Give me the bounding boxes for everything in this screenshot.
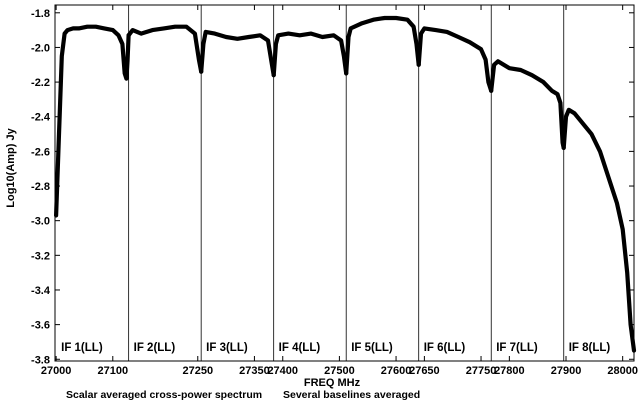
y-tick-label: -2.0 bbox=[31, 42, 50, 54]
x-tick-label: 27800 bbox=[494, 365, 525, 377]
y-tick-label: -3.8 bbox=[31, 354, 50, 366]
series-line-if1 bbox=[53, 24, 131, 218]
series-line-if6 bbox=[416, 26, 494, 93]
series-line-if3 bbox=[199, 29, 276, 78]
panel-label-if7: IF 7(LL) bbox=[496, 342, 538, 354]
x-tick-label: 27250 bbox=[182, 365, 213, 377]
x-axis-title: FREQ MHz bbox=[304, 377, 361, 389]
x-tick-label: 27900 bbox=[551, 365, 582, 377]
series-line-if5 bbox=[344, 15, 421, 76]
x-tick-label: 27500 bbox=[324, 365, 355, 377]
panel-label-if6: IF 6(LL) bbox=[424, 342, 466, 354]
data-series bbox=[53, 15, 637, 353]
series-line-if2 bbox=[126, 24, 204, 74]
series-line-if7 bbox=[489, 59, 566, 150]
panel-label-if5: IF 5(LL) bbox=[351, 342, 393, 354]
series-line-if4 bbox=[271, 31, 349, 78]
x-tick-label: 27600 bbox=[381, 365, 412, 377]
y-tick-label: -3.0 bbox=[31, 216, 50, 228]
y-tick-label: -3.2 bbox=[31, 250, 50, 262]
plot-frame bbox=[54, 4, 635, 362]
panel-label-if4: IF 4(LL) bbox=[279, 342, 321, 354]
x-tick-label: 27750 bbox=[466, 365, 497, 377]
panel-labels: IF 1(LL) IF 2(LL) IF 3(LL) IF 4(LL) IF 5(LL)… bbox=[61, 342, 610, 354]
y-tick-label: -1.8 bbox=[31, 8, 50, 20]
x-tick-label: 27650 bbox=[409, 365, 440, 377]
footer-left: Scalar averaged cross-power spectrum bbox=[66, 389, 262, 401]
x-tick-label: 27400 bbox=[267, 365, 298, 377]
y-axis-title: Log10(Amp) Jy bbox=[5, 127, 17, 207]
axis-ticks: -1.8 -2.0 -2.2 -2.4 -2.6 -2.8 -3.0 -3.2 -3.4 -3.6… bbox=[31, 5, 638, 377]
y-tick-label: -2.2 bbox=[31, 77, 50, 89]
panel-label-if2: IF 2(LL) bbox=[134, 342, 176, 354]
x-tick-label: 27350 bbox=[239, 365, 270, 377]
y-tick-label: -2.8 bbox=[31, 181, 50, 193]
x-tick-label: 28000 bbox=[607, 365, 638, 377]
y-tick-label: -3.4 bbox=[31, 285, 51, 297]
footer-right: Several baselines averaged bbox=[283, 389, 420, 401]
y-tick-label: -2.4 bbox=[31, 112, 51, 124]
y-tick-label: -3.6 bbox=[31, 320, 50, 332]
panel-label-if3: IF 3(LL) bbox=[206, 342, 248, 354]
series-line-if8 bbox=[561, 107, 637, 353]
panel-label-if1: IF 1(LL) bbox=[61, 342, 103, 354]
x-tick-label: 27100 bbox=[97, 365, 128, 377]
panel-label-if8: IF 8(LL) bbox=[569, 342, 611, 354]
x-tick-label: 27000 bbox=[41, 365, 72, 377]
y-tick-label: -2.6 bbox=[31, 146, 50, 158]
